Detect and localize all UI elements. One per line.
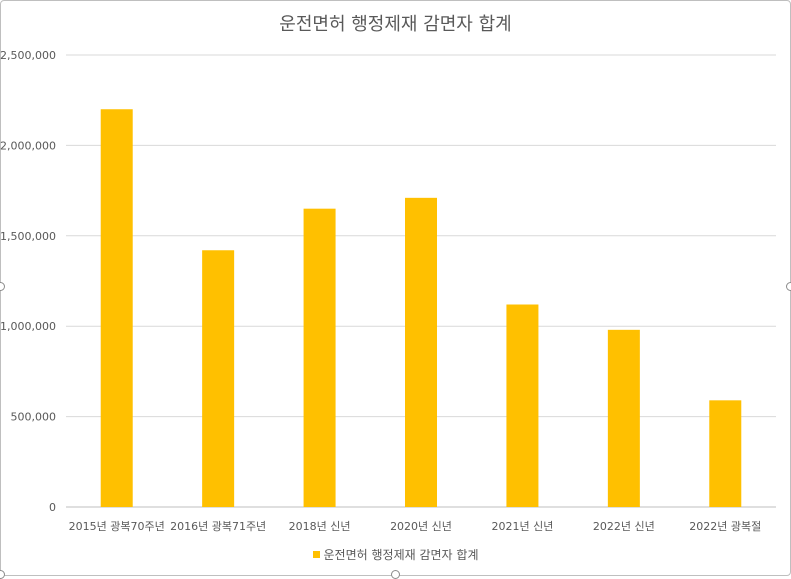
y-tick-label: 500,000 bbox=[11, 411, 57, 424]
bar[interactable] bbox=[100, 109, 133, 508]
bar-series bbox=[100, 109, 742, 508]
y-tick-label: 2,000,000 bbox=[0, 139, 56, 152]
x-tick-label: 2015년 광복70주년 bbox=[69, 520, 165, 533]
legend-swatch bbox=[312, 551, 320, 558]
bar[interactable] bbox=[607, 329, 640, 507]
x-tick-label: 2016년 광복71주년 bbox=[170, 520, 266, 533]
resize-handle-right[interactable] bbox=[786, 282, 791, 291]
y-tick-label: 1,000,000 bbox=[0, 320, 56, 333]
y-axis: 0 500,000 1,000,000 1,500,000 2,000,000 2,500… bbox=[0, 49, 56, 514]
x-axis: 2015년 광복70주년 2016년 광복71주년 2018년 신년 2020년 신년… bbox=[69, 520, 762, 533]
resize-handle-left[interactable] bbox=[0, 282, 5, 291]
x-tick-label: 2022년 신년 bbox=[593, 520, 655, 533]
bar[interactable] bbox=[202, 250, 235, 507]
x-tick-label: 2022년 광복절 bbox=[689, 520, 761, 533]
y-tick-label: 0 bbox=[49, 501, 56, 514]
bar[interactable] bbox=[303, 208, 336, 507]
bar[interactable] bbox=[506, 304, 539, 507]
legend[interactable]: 운전면허 행정제재 감면자 합계 bbox=[0, 546, 791, 563]
chart-title: 운전면허 행정제재 감면자 합계 bbox=[279, 14, 512, 35]
x-tick-label: 2021년 신년 bbox=[491, 520, 553, 533]
y-tick-label: 2,500,000 bbox=[0, 49, 56, 62]
x-tick-label: 2018년 신년 bbox=[289, 520, 351, 533]
y-tick-label: 1,500,000 bbox=[0, 230, 56, 243]
legend-label: 운전면허 행정제재 감면자 합계 bbox=[323, 548, 479, 562]
bar[interactable] bbox=[405, 197, 437, 507]
bar[interactable] bbox=[709, 400, 742, 507]
x-tick-label: 2020년 신년 bbox=[390, 520, 452, 533]
